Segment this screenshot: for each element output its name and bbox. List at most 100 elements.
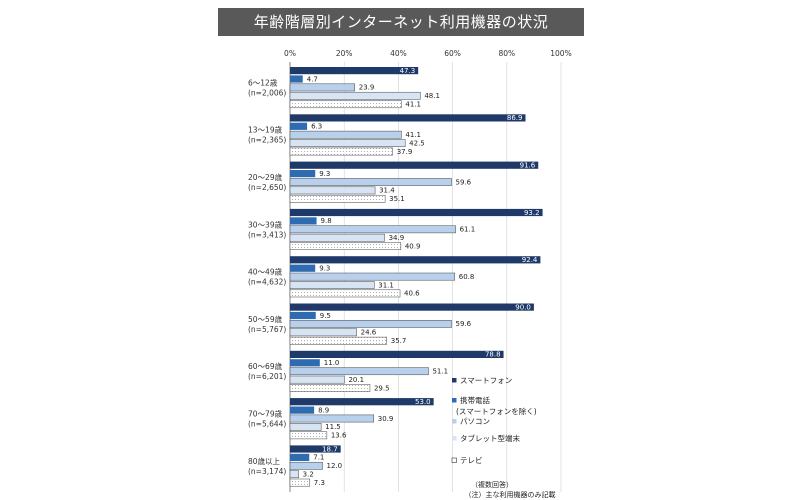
x-tick-label: 100%	[550, 49, 571, 58]
data-label: 78.8	[485, 351, 501, 359]
bar	[290, 67, 419, 75]
bar	[289, 367, 429, 376]
category-label: 40～49歳	[248, 267, 283, 277]
data-label: 35.7	[391, 337, 407, 345]
legend-swatch	[452, 436, 457, 441]
bar	[290, 256, 541, 264]
data-label: 7.3	[314, 479, 325, 487]
category-label: 30～39歳	[248, 219, 283, 229]
category-n-label: (n=3,413)	[248, 230, 286, 239]
legend-label: タブレット型端末	[460, 433, 520, 443]
bar	[289, 336, 387, 345]
data-label: 53.0	[415, 398, 431, 406]
bar	[289, 233, 385, 242]
data-label: 31.4	[379, 187, 395, 195]
bar	[289, 242, 402, 250]
bar	[289, 414, 374, 423]
data-label: 3.2	[303, 471, 314, 479]
data-label: 29.5	[374, 384, 390, 392]
bar	[289, 289, 401, 298]
data-label: 31.1	[378, 281, 394, 289]
data-label: 48.1	[424, 92, 440, 100]
data-label: 20.1	[348, 376, 364, 384]
x-tick-label: 40%	[390, 49, 407, 58]
data-label: 92.4	[522, 256, 538, 264]
bar	[290, 75, 303, 83]
data-label: 37.9	[397, 148, 413, 156]
category-n-label: (n=5,644)	[248, 420, 286, 429]
bars: 47.34.723.948.141.186.96.341.142.537.991…	[289, 67, 543, 487]
category-n-label: (n=4,632)	[248, 278, 286, 287]
category-label: 13～19歳	[248, 125, 283, 135]
category-n-label: (n=3,174)	[248, 467, 286, 476]
data-label: 23.9	[359, 84, 375, 92]
bar	[290, 303, 534, 311]
data-label: 51.1	[432, 368, 448, 376]
bar	[290, 122, 308, 130]
data-label: 11.5	[325, 423, 341, 431]
bar	[289, 281, 375, 289]
bar	[289, 461, 323, 470]
bar	[290, 264, 316, 272]
chart-title: 年齢階層別インターネット利用機器の状況	[218, 8, 584, 36]
bar	[289, 178, 452, 186]
bar	[290, 311, 316, 320]
category-n-label: (n=2,365)	[248, 136, 286, 145]
data-label: 6.3	[311, 123, 322, 131]
data-label: 41.1	[405, 101, 421, 109]
category-n-label: (n=2,650)	[248, 183, 286, 192]
data-label: 59.6	[456, 178, 472, 186]
data-label: 24.6	[361, 329, 377, 337]
category-label: 50～59歳	[248, 314, 283, 324]
bar	[289, 272, 456, 281]
legend-swatch	[452, 419, 457, 424]
note-footnote: （注）主な利用機器のみ記載	[465, 490, 556, 499]
legend-label: テレビ	[460, 456, 483, 465]
data-label: 60.8	[459, 273, 475, 281]
x-axis-ticks: 0% 20% 40% 60% 80% 100%	[284, 49, 572, 58]
bar	[290, 170, 316, 178]
bar	[290, 161, 539, 169]
category-label: 70～79歳	[248, 409, 283, 419]
bar	[289, 320, 452, 328]
bar	[289, 375, 345, 384]
data-label: 40.6	[404, 290, 420, 298]
data-label: 35.1	[389, 195, 405, 203]
data-label: 9.3	[319, 170, 330, 178]
data-label: 91.6	[520, 162, 536, 170]
data-label: 59.6	[456, 320, 472, 328]
bar	[289, 423, 322, 431]
data-label: 90.0	[515, 303, 531, 311]
bar	[289, 147, 393, 156]
category-label: 80歳以上	[248, 456, 281, 466]
x-tick-label: 0%	[284, 49, 296, 58]
legend-label: スマートフォン	[460, 376, 512, 385]
data-label: 13.6	[331, 432, 347, 440]
category-label: 6～12歳	[248, 77, 278, 87]
legend-swatch	[451, 457, 457, 463]
bar	[289, 328, 357, 337]
bar	[290, 398, 434, 406]
bar	[289, 83, 356, 92]
category-n-label: (n=5,767)	[248, 325, 286, 334]
bar	[289, 194, 386, 203]
data-label: 18.7	[322, 445, 338, 453]
bar	[289, 384, 371, 392]
note-multiple-answers: （複数回答）	[471, 480, 513, 489]
data-label: 9.3	[319, 265, 330, 273]
data-label: 93.2	[524, 209, 540, 217]
bar	[289, 186, 376, 195]
category-labels: 6～12歳(n=2,006) 13～19歳(n=2,365) 20～29歳(n=2,…	[248, 77, 286, 475]
data-label: 47.3	[400, 67, 416, 75]
data-label: 41.1	[405, 131, 421, 139]
bar	[289, 130, 402, 139]
data-label: 30.9	[378, 415, 394, 423]
notes: （複数回答）（注）主な利用機器のみ記載	[465, 480, 556, 499]
legend-label: 携帯電話	[460, 395, 490, 405]
bar	[290, 208, 543, 217]
data-label: 42.5	[409, 139, 425, 147]
bar	[289, 91, 421, 100]
x-tick-label: 60%	[444, 49, 461, 58]
bar	[289, 139, 406, 147]
data-label: 8.9	[318, 406, 329, 414]
